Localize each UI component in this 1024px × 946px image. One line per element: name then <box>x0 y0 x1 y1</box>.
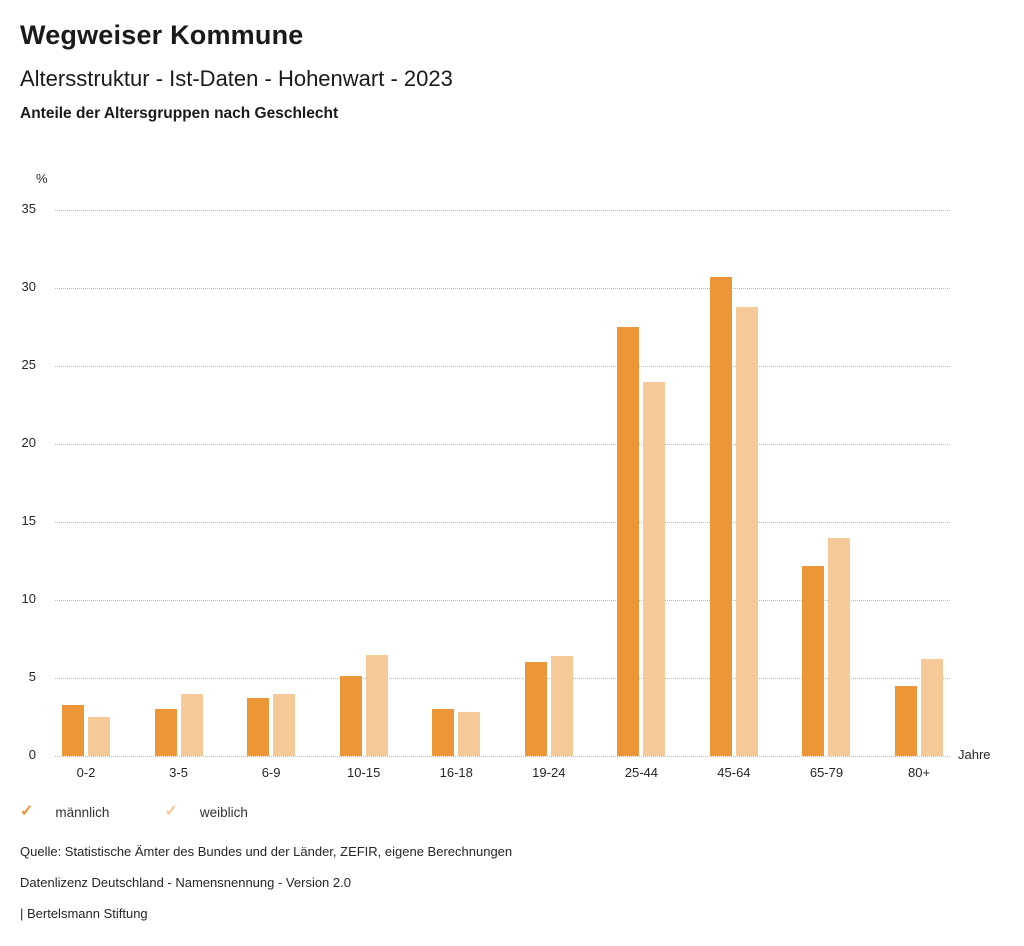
gridline-15 <box>55 522 950 523</box>
gridline-35 <box>55 210 950 211</box>
bar-männlich-10-15[interactable] <box>339 676 362 756</box>
bar-weiblich-45-64[interactable] <box>735 306 758 756</box>
check-icon: ✓ <box>164 803 178 820</box>
bar-männlich-80+[interactable] <box>895 685 918 756</box>
bar-männlich-16-18[interactable] <box>432 709 455 756</box>
chart-subtitle: Altersstruktur - Ist-Daten - Hohenwart -… <box>20 66 453 91</box>
bar-männlich-6-9[interactable] <box>247 698 270 756</box>
bar-männlich-0-2[interactable] <box>62 704 84 756</box>
x-tick-label-25-44: 25-44 <box>624 765 658 780</box>
license-note: Datenlizenz Deutschland - Namensnennung … <box>20 875 351 890</box>
bar-männlich-65-79[interactable] <box>802 565 825 756</box>
bar-weiblich-16-18[interactable] <box>458 712 481 756</box>
gridline-20 <box>55 444 950 445</box>
plot-area <box>55 210 950 757</box>
chart-region: % Jahre 0 5 10 15 20 25 30 35 0-2 3-5 6-9 10-15 16-1… <box>0 160 1010 800</box>
x-tick-label-16-18: 16-18 <box>439 765 473 780</box>
x-tick-label-65-79: 65-79 <box>809 765 844 780</box>
bar-weiblich-65-79[interactable] <box>828 537 851 756</box>
bar-männlich-45-64[interactable] <box>709 277 732 756</box>
x-tick-label-6-9: 6-9 <box>261 765 281 780</box>
bar-männlich-25-44[interactable] <box>617 327 640 756</box>
bar-weiblich-10-15[interactable] <box>365 654 388 756</box>
y-tick-label-15: 15 <box>21 513 36 528</box>
x-tick-label-19-24: 19-24 <box>532 765 566 780</box>
legend-item-maennlich[interactable]: ✓ männlich <box>20 804 109 820</box>
check-icon: ✓ <box>20 803 34 820</box>
bar-weiblich-25-44[interactable] <box>643 381 666 756</box>
y-tick-label-30: 30 <box>21 279 36 294</box>
x-tick-label-3-5: 3-5 <box>169 765 188 780</box>
x-tick-label-45-64: 45-64 <box>717 765 751 780</box>
bar-weiblich-3-5[interactable] <box>180 693 203 756</box>
source-note: Quelle: Statistische Ämter des Bundes un… <box>20 844 513 859</box>
x-tick-label-10-15: 10-15 <box>347 765 381 780</box>
y-tick-label-5: 5 <box>28 669 36 684</box>
y-tick-label-0: 0 <box>28 747 36 762</box>
page-title: Wegweiser Kommune <box>20 20 304 50</box>
x-tick-label-80+: 80+ <box>908 765 931 780</box>
attribution-note: | Bertelsmann Stiftung <box>20 906 148 921</box>
y-tick-label-35: 35 <box>21 201 36 216</box>
chart-heading: Anteile der Altersgruppen nach Geschlech… <box>20 105 339 122</box>
y-tick-label-25: 25 <box>21 357 36 372</box>
legend-label: weiblich <box>199 804 248 820</box>
x-tick-label-0-2: 0-2 <box>76 765 96 780</box>
chart-legend: ✓ männlich ✓ weiblich <box>20 804 248 820</box>
gridline-25 <box>55 366 950 367</box>
legend-item-weiblich[interactable]: ✓ weiblich <box>164 804 247 820</box>
gridline-10 <box>55 600 950 601</box>
gridline-0 <box>55 756 950 757</box>
bar-weiblich-6-9[interactable] <box>273 693 296 756</box>
bar-männlich-3-5[interactable] <box>154 709 177 756</box>
bar-weiblich-0-2[interactable] <box>88 717 110 756</box>
x-axis-unit-label: Jahre <box>958 747 991 762</box>
y-tick-label-10: 10 <box>21 591 36 606</box>
bar-männlich-19-24[interactable] <box>524 662 547 756</box>
bar-weiblich-80+[interactable] <box>921 659 944 756</box>
legend-label: männlich <box>55 804 110 820</box>
bar-weiblich-19-24[interactable] <box>550 656 573 756</box>
gridline-30 <box>55 288 950 289</box>
gridline-5 <box>55 678 950 679</box>
y-tick-label-20: 20 <box>21 435 36 450</box>
y-axis-unit-label: % <box>36 171 48 186</box>
